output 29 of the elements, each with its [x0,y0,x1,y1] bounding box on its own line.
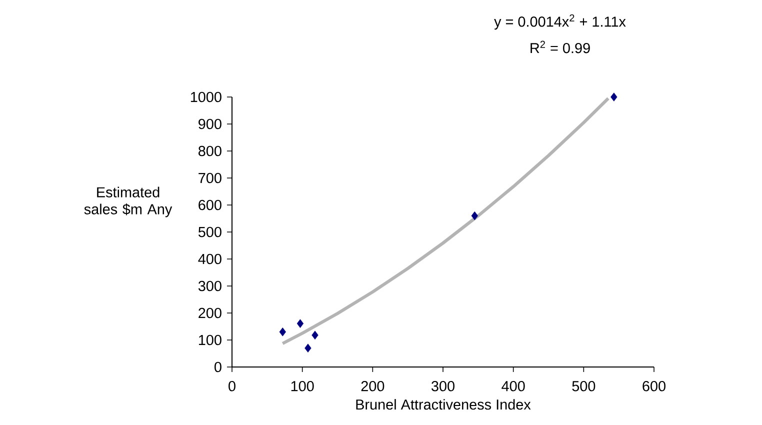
y-axis-title: Estimated sales $m Any [84,186,172,218]
y-tick-label: 200 [198,308,222,318]
y-tick-label: 1000 [190,92,222,102]
point [312,330,318,340]
text: y = 0.0014x$^{2}$ + 1.11x [494,14,626,30]
y-tick-label: 600 [198,200,222,210]
y-tick-label: 100 [198,334,222,346]
y-tick-label: 400 [198,254,222,264]
x-tick-label: 600 [642,381,666,392]
x-tick-label: 200 [361,381,384,392]
x-tick-label: 400 [502,381,525,392]
x-tick-label: 300 [431,381,454,392]
y-tick-label: 500 [198,226,222,238]
x-tick-label: 500 [572,381,596,392]
x-axis-title: Brunel Attractiveness Index [356,399,531,410]
point [471,211,478,220]
y-tick-label: 300 [198,280,222,292]
y-tick-label: 800 [198,146,222,156]
point [304,344,312,352]
x-tick-label: 100 [291,381,314,392]
y-tick-label: 0 [214,362,222,372]
line-series [281,96,610,346]
text: R$^{2}$ = 0.99 [530,40,590,54]
point [610,92,618,102]
x-tick-label: 0 [228,381,236,392]
y-tick-label: 700 [198,172,222,184]
point [279,328,286,336]
point [296,319,304,328]
y-tick-label: 900 [198,118,222,130]
